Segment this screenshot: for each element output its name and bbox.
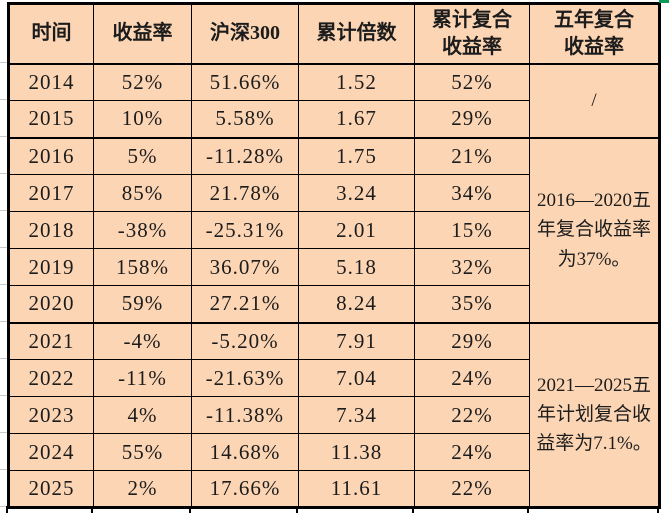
cell-cumulative: 52% — [414, 63, 530, 101]
cell-multiple: 7.04 — [298, 359, 415, 397]
cell-five-year-note-2016-2020: 2016—2020五年复合收益率为37%。 — [529, 136, 660, 323]
cell-hs300: 51.66% — [191, 63, 299, 101]
cell-year: 2014 — [8, 63, 94, 101]
cell-cumulative: 32% — [414, 248, 530, 286]
cell-year: 2017 — [8, 174, 94, 212]
returns-table: 时间 收益率 沪深300 累计倍数 累计复合 收益率 五年复合 收益率 2014… — [7, 2, 661, 509]
table-row-2014: 2014 52% 51.66% 1.52 52% / — [8, 63, 660, 138]
cell-cumulative: 24% — [414, 433, 530, 471]
cell-return: 5% — [93, 136, 192, 175]
table-header: 时间 收益率 沪深300 累计倍数 累计复合 收益率 五年复合 收益率 — [8, 3, 660, 65]
table-row-2023: 2023 4% -11.38% 7.34 22% — [8, 396, 660, 434]
cell-year: 2022 — [8, 359, 94, 397]
table-row-2019: 2019 158% 36.07% 5.18 32% — [8, 248, 660, 286]
table-row-2018: 2018 -38% -25.31% 2.01 15% — [8, 211, 660, 249]
cell-return: 4% — [93, 396, 192, 434]
cell-return: 55% — [93, 433, 192, 471]
cell-multiple: 7.91 — [298, 321, 415, 360]
cell-five-year-note-2014-2015: / — [529, 63, 660, 138]
cell-cumulative: 15% — [414, 211, 530, 249]
cell-return: 158% — [93, 248, 192, 286]
cell-year: 2020 — [8, 285, 94, 323]
gridline-strip-left — [0, 62, 7, 513]
cell-return: 59% — [93, 285, 192, 323]
selection-corner-mark — [659, 0, 669, 3]
cell-multiple: 11.61 — [298, 470, 415, 508]
table-row-2017: 2017 85% 21.78% 3.24 34% — [8, 174, 660, 212]
cell-multiple: 8.24 — [298, 285, 415, 323]
grid-stub — [527, 506, 529, 513]
cell-hs300: -5.20% — [191, 321, 299, 360]
cell-hs300: 27.21% — [191, 285, 299, 323]
grid-stub — [412, 506, 414, 513]
cell-year: 2018 — [8, 211, 94, 249]
grid-stub — [189, 506, 191, 513]
col-header-return: 收益率 — [93, 3, 192, 65]
cell-hs300: -25.31% — [191, 211, 299, 249]
cell-cumulative: 34% — [414, 174, 530, 212]
grid-stub — [6, 506, 8, 513]
col-header-cumulative: 累计复合 收益率 — [414, 3, 530, 65]
cell-multiple: 7.34 — [298, 396, 415, 434]
cell-return: -11% — [93, 359, 192, 397]
cell-year: 2025 — [8, 470, 94, 508]
table-body: 2014 52% 51.66% 1.52 52% / 2015 10% 5.58… — [8, 63, 660, 508]
cell-hs300: 36.07% — [191, 248, 299, 286]
cell-hs300: 17.66% — [191, 470, 299, 508]
table-row-2020: 2020 59% 27.21% 8.24 35% — [8, 285, 660, 323]
cell-year: 2024 — [8, 433, 94, 471]
cell-return: -4% — [93, 321, 192, 360]
table-row-2021: 2021 -4% -5.20% 7.91 29% 2021—2025五年计划复合… — [8, 321, 660, 508]
cell-multiple: 1.52 — [298, 63, 415, 101]
cell-cumulative: 29% — [414, 100, 530, 138]
cell-year: 2021 — [8, 321, 94, 360]
cell-multiple: 5.18 — [298, 248, 415, 286]
cell-hs300: -11.38% — [191, 396, 299, 434]
cell-multiple: 3.24 — [298, 174, 415, 212]
grid-stub — [657, 506, 659, 513]
cell-hs300: 21.78% — [191, 174, 299, 212]
cell-cumulative: 22% — [414, 470, 530, 508]
table-header-row: 时间 收益率 沪深300 累计倍数 累计复合 收益率 五年复合 收益率 — [8, 3, 660, 65]
cell-cumulative: 24% — [414, 359, 530, 397]
cell-return: -38% — [93, 211, 192, 249]
table-row-2025: 2025 2% 17.66% 11.61 22% — [8, 470, 660, 508]
grid-stub — [91, 506, 93, 513]
cell-cumulative: 21% — [414, 136, 530, 175]
cell-multiple: 11.38 — [298, 433, 415, 471]
cell-multiple: 1.67 — [298, 100, 415, 138]
cell-return: 10% — [93, 100, 192, 138]
col-header-multiple: 累计倍数 — [298, 3, 415, 65]
cell-multiple: 1.75 — [298, 136, 415, 175]
cell-year: 2016 — [8, 136, 94, 175]
cell-year: 2023 — [8, 396, 94, 434]
grid-stub — [296, 506, 298, 513]
cell-cumulative: 35% — [414, 285, 530, 323]
cell-return: 52% — [93, 63, 192, 101]
cell-hs300: -21.63% — [191, 359, 299, 397]
cell-year: 2015 — [8, 100, 94, 138]
cell-hs300: -11.28% — [191, 136, 299, 175]
cell-hs300: 14.68% — [191, 433, 299, 471]
table-row-2024: 2024 55% 14.68% 11.38 24% — [8, 433, 660, 471]
cell-cumulative: 29% — [414, 321, 530, 360]
col-header-time: 时间 — [8, 3, 94, 65]
cell-cumulative: 22% — [414, 396, 530, 434]
table-row-2016: 2016 5% -11.28% 1.75 21% 2016—2020五年复合收益… — [8, 136, 660, 323]
cell-hs300: 5.58% — [191, 100, 299, 138]
cell-return: 85% — [93, 174, 192, 212]
col-header-hs300: 沪深300 — [191, 3, 299, 65]
cell-return: 2% — [93, 470, 192, 508]
cell-year: 2019 — [8, 248, 94, 286]
col-header-five-year: 五年复合 收益率 — [529, 3, 660, 65]
cell-five-year-note-2021-2025: 2021—2025五年计划复合收益率为7.1%。 — [529, 321, 660, 508]
cell-multiple: 2.01 — [298, 211, 415, 249]
